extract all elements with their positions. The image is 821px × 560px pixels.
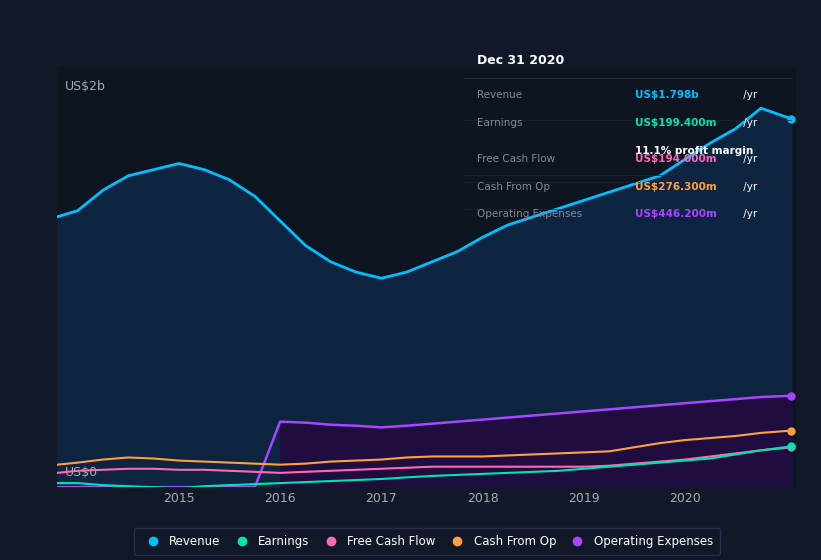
Text: Dec 31 2020: Dec 31 2020 <box>477 54 564 67</box>
Text: US$276.300m: US$276.300m <box>635 182 717 192</box>
Legend: Revenue, Earnings, Free Cash Flow, Cash From Op, Operating Expenses: Revenue, Earnings, Free Cash Flow, Cash … <box>134 528 720 555</box>
Text: Free Cash Flow: Free Cash Flow <box>477 154 555 164</box>
Text: US$2b: US$2b <box>65 80 106 93</box>
Point <box>785 391 798 400</box>
Text: US$1.798b: US$1.798b <box>635 90 699 100</box>
Text: US$199.400m: US$199.400m <box>635 118 716 128</box>
Point <box>785 426 798 435</box>
Text: /yr: /yr <box>740 90 757 100</box>
Text: US$446.200m: US$446.200m <box>635 209 717 220</box>
Text: /yr: /yr <box>740 182 757 192</box>
Text: US$194.000m: US$194.000m <box>635 154 716 164</box>
Text: Revenue: Revenue <box>477 90 522 100</box>
Text: /yr: /yr <box>740 118 757 128</box>
Text: /yr: /yr <box>740 154 757 164</box>
Point <box>785 442 798 451</box>
Text: Operating Expenses: Operating Expenses <box>477 209 582 220</box>
Text: 11.1% profit margin: 11.1% profit margin <box>635 146 753 156</box>
Point <box>785 443 798 452</box>
Text: /yr: /yr <box>740 209 757 220</box>
Text: US$0: US$0 <box>65 466 98 479</box>
Point <box>785 114 798 123</box>
Text: Earnings: Earnings <box>477 118 522 128</box>
Text: Cash From Op: Cash From Op <box>477 182 550 192</box>
